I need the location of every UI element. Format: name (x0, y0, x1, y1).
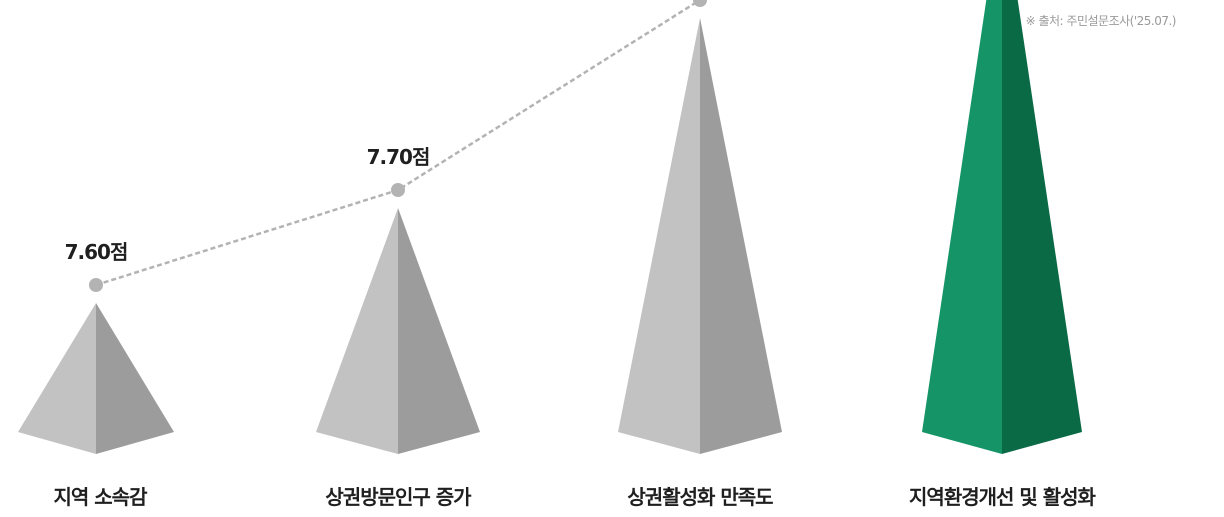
category-label-1: 상권방문인구 증가 (325, 485, 472, 509)
pyramid-right-face-0 (96, 303, 174, 454)
pyramid-right-face-2 (700, 18, 782, 454)
pyramid-left-face-0 (18, 303, 96, 454)
category-labels: 지역 소속감 상권방문인구 증가 상권활성화 만족도 지역환경개선 및 활성화 (54, 485, 1098, 509)
point-marks (89, 0, 707, 292)
pyramid-left-face-1 (316, 208, 398, 454)
category-label-2: 상권활성화 만족도 (627, 485, 773, 509)
pyramid-marks (18, 0, 1082, 454)
connector-line (95, 0, 704, 287)
pyramid-right-face-3 (1002, 0, 1082, 454)
data-point-1 (391, 183, 405, 197)
connector-layer (95, 0, 704, 287)
source-note: ※ 출처: 주민설문조사('25.07.) (1025, 14, 1177, 28)
data-point-2 (693, 0, 707, 7)
pyramid-right-face-1 (398, 208, 480, 454)
value-label-1: 7.70점 (367, 145, 430, 169)
pyramid-left-face-3 (922, 0, 1002, 454)
category-label-3: 지역환경개선 및 활성화 (909, 485, 1097, 509)
pyramid-left-face-2 (618, 18, 700, 454)
value-label-0: 7.60점 (65, 240, 128, 264)
data-point-0 (89, 278, 103, 292)
category-label-0: 지역 소속감 (54, 485, 149, 509)
